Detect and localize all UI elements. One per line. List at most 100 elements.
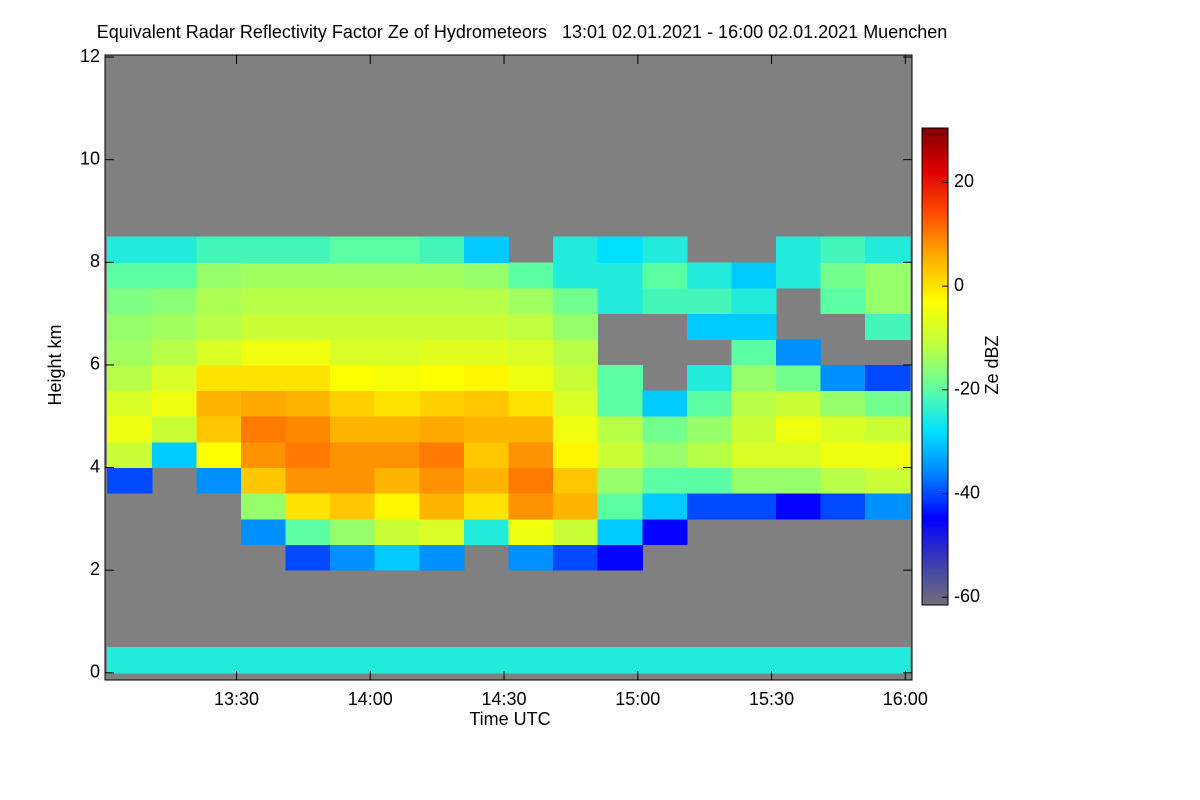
heatmap-cell: [151, 390, 197, 417]
heatmap-cell: [553, 467, 599, 494]
x-tick-label: 14:00: [348, 689, 393, 709]
heatmap-cell: [196, 313, 242, 340]
heatmap-cell: [419, 287, 465, 315]
heatmap-cell: [374, 364, 420, 392]
heatmap-cell: [240, 441, 287, 469]
heatmap-cell: [508, 493, 554, 520]
heatmap-cell: [865, 467, 911, 494]
heatmap-cell: [107, 441, 153, 469]
heatmap-cell: [508, 416, 554, 443]
heatmap-cell: [776, 236, 822, 263]
heatmap-cell: [330, 262, 376, 289]
heatmap-cell: [731, 262, 777, 289]
heatmap-cell: [776, 390, 822, 417]
heatmap-cell: [686, 493, 732, 520]
x-tick-label: 13:30: [214, 689, 259, 709]
y-axis-label: Height km: [45, 324, 65, 405]
heatmap-cell: [686, 441, 732, 469]
heatmap-cell: [330, 647, 376, 674]
heatmap-cell: [820, 441, 866, 469]
heatmap-cell: [731, 390, 777, 417]
heatmap-cell: [776, 262, 822, 289]
colorbar-tick-label: 20: [954, 171, 974, 191]
heatmap-cell: [107, 416, 153, 443]
heatmap-cell: [508, 544, 554, 571]
heatmap-cell: [776, 441, 822, 469]
heatmap-cell: [419, 544, 465, 571]
heatmap-cell: [463, 236, 509, 263]
heatmap-cell: [374, 647, 420, 674]
y-tick-label: 6: [90, 354, 100, 374]
heatmap-cell: [374, 441, 420, 469]
heatmap-cell: [330, 467, 376, 494]
heatmap-cell: [330, 518, 376, 546]
heatmap-cell: [285, 339, 331, 366]
heatmap-cell: [820, 236, 866, 263]
heatmap-cell: [419, 441, 465, 469]
heatmap-cell: [597, 236, 643, 263]
heatmap-cell: [508, 313, 554, 340]
y-tick-label: 10: [80, 148, 100, 168]
heatmap-cell: [419, 236, 465, 263]
heatmap-cell: [553, 647, 599, 674]
heatmap-cell: [196, 364, 242, 392]
colorbar-tick-label: 0: [954, 275, 964, 295]
heatmap-cell: [463, 416, 509, 443]
heatmap-cell: [508, 364, 554, 392]
heatmap-cell: [107, 390, 153, 417]
heatmap-cell: [196, 287, 242, 315]
heatmap-cell: [597, 364, 643, 392]
heatmap-cell: [553, 339, 599, 366]
heatmap-cell: [553, 441, 599, 469]
heatmap-cell: [285, 390, 331, 417]
heatmap-cell: [330, 364, 376, 392]
x-tick-label: 15:30: [749, 689, 794, 709]
heatmap-cell: [151, 647, 197, 674]
heatmap-cell: [820, 287, 866, 315]
heatmap-cell: [463, 467, 509, 494]
heatmap-cell: [196, 441, 242, 469]
heatmap-cell: [107, 236, 153, 263]
heatmap-cell: [686, 416, 732, 443]
heatmap-cell: [330, 493, 376, 520]
heatmap-cell: [419, 339, 465, 366]
heatmap-cell: [196, 339, 242, 366]
heatmap-cell: [107, 467, 153, 494]
heatmap-cell: [776, 493, 822, 520]
heatmap-cell: [151, 287, 197, 315]
heatmap-cell: [865, 262, 911, 289]
heatmap-cell: [419, 518, 465, 546]
heatmap-cell: [820, 262, 866, 289]
heatmap-cell: [642, 518, 688, 546]
heatmap-cell: [865, 364, 911, 392]
heatmap-cell: [642, 647, 688, 674]
heatmap-cell: [686, 390, 732, 417]
heatmap-cell: [642, 236, 688, 263]
heatmap-cell: [508, 390, 554, 417]
heatmap-cell: [686, 467, 732, 494]
heatmap-cell: [374, 262, 420, 289]
heatmap-cell: [374, 493, 420, 520]
heatmap-cell: [330, 236, 376, 263]
heatmap-cell: [463, 390, 509, 417]
heatmap-cell: [642, 416, 688, 443]
heatmap-cell: [597, 441, 643, 469]
heatmap-cell: [196, 262, 242, 289]
heatmap-cell: [419, 416, 465, 443]
heatmap-cell: [865, 390, 911, 417]
x-tick-label: 16:00: [883, 689, 928, 709]
heatmap-cell: [820, 416, 866, 443]
y-tick-label: 2: [90, 559, 100, 579]
heatmap-cell: [374, 313, 420, 340]
heatmap-cell: [820, 364, 866, 392]
heatmap-cell: [107, 313, 153, 340]
heatmap-cell: [285, 467, 331, 494]
heatmap-cell: [419, 313, 465, 340]
heatmap-cell: [642, 493, 688, 520]
heatmap-cell: [240, 364, 287, 392]
heatmap-cell: [240, 236, 287, 263]
heatmap-cell: [865, 647, 911, 674]
heatmap-cell: [597, 390, 643, 417]
heatmap-cell: [731, 441, 777, 469]
